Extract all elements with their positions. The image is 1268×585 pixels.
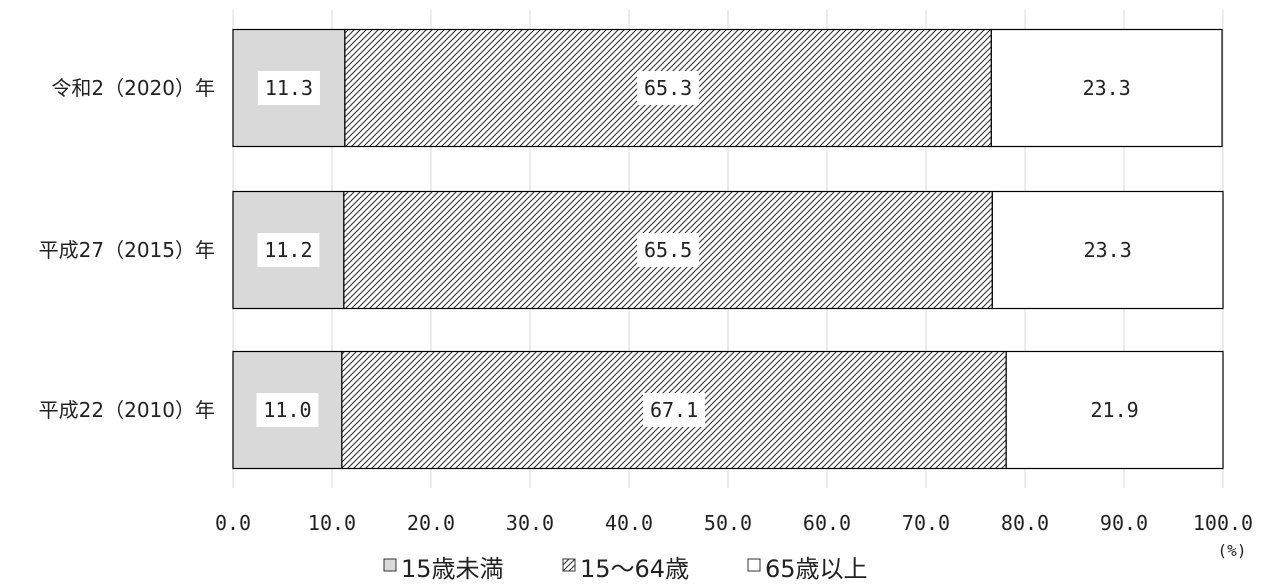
data-label-bg bbox=[257, 233, 320, 267]
data-label: 23.3 bbox=[1083, 76, 1131, 100]
data-label: 21.9 bbox=[1091, 398, 1139, 422]
data-label-bg bbox=[637, 71, 700, 105]
data-label: 65.5 bbox=[644, 238, 692, 262]
legend-label: 15～64歳 bbox=[580, 555, 689, 583]
legend-swatch bbox=[747, 558, 761, 572]
category-label: 令和2（2020）年 bbox=[51, 76, 215, 100]
legend-label: 15歳未満 bbox=[401, 555, 504, 583]
x-tick-label: 50.0 bbox=[704, 511, 752, 535]
data-label: 11.2 bbox=[264, 238, 312, 262]
data-label-bg bbox=[1083, 393, 1146, 427]
category-label: 平成22（2010）年 bbox=[39, 398, 215, 422]
data-label: 23.3 bbox=[1084, 238, 1132, 262]
data-label: 11.3 bbox=[265, 76, 313, 100]
x-tick-label: 10.0 bbox=[308, 511, 356, 535]
legend-swatch bbox=[383, 558, 397, 572]
x-axis-unit: (%) bbox=[1218, 541, 1247, 560]
data-label: 65.3 bbox=[644, 76, 692, 100]
data-label: 11.0 bbox=[263, 398, 311, 422]
data-label: 67.1 bbox=[650, 398, 698, 422]
x-tick-label: 100.0 bbox=[1193, 511, 1253, 535]
bars bbox=[232, 28, 1224, 470]
x-tick-label: 40.0 bbox=[605, 511, 653, 535]
legend-label: 65歳以上 bbox=[765, 555, 868, 583]
legend: 15歳未満 15～64歳 65歳以上 bbox=[383, 555, 868, 583]
x-tick-label: 90.0 bbox=[1100, 511, 1148, 535]
data-label-bg bbox=[643, 393, 706, 427]
x-tick-label: 60.0 bbox=[803, 511, 851, 535]
legend-swatch bbox=[562, 558, 576, 572]
x-tick-label: 80.0 bbox=[1001, 511, 1049, 535]
x-tick-label: 30.0 bbox=[506, 511, 554, 535]
data-label-bg bbox=[1075, 71, 1138, 105]
x-tick-label: 0.0 bbox=[215, 511, 251, 535]
data-label-bg bbox=[637, 233, 700, 267]
data-label-bg bbox=[257, 71, 320, 105]
data-labels: 11.3 65.3 23.3 11.2 65.5 23.3 11.0 67.1 21.9 bbox=[256, 71, 1146, 427]
x-tick-label: 20.0 bbox=[407, 511, 455, 535]
x-axis-ticks: 0.0 10.0 20.0 30.0 40.0 50.0 60.0 70.0 80.0 90.0 1… bbox=[215, 511, 1253, 535]
data-label-bg bbox=[1076, 233, 1139, 267]
data-label-bg bbox=[256, 393, 319, 427]
category-label: 平成27（2015）年 bbox=[39, 238, 215, 262]
x-tick-label: 70.0 bbox=[902, 511, 950, 535]
